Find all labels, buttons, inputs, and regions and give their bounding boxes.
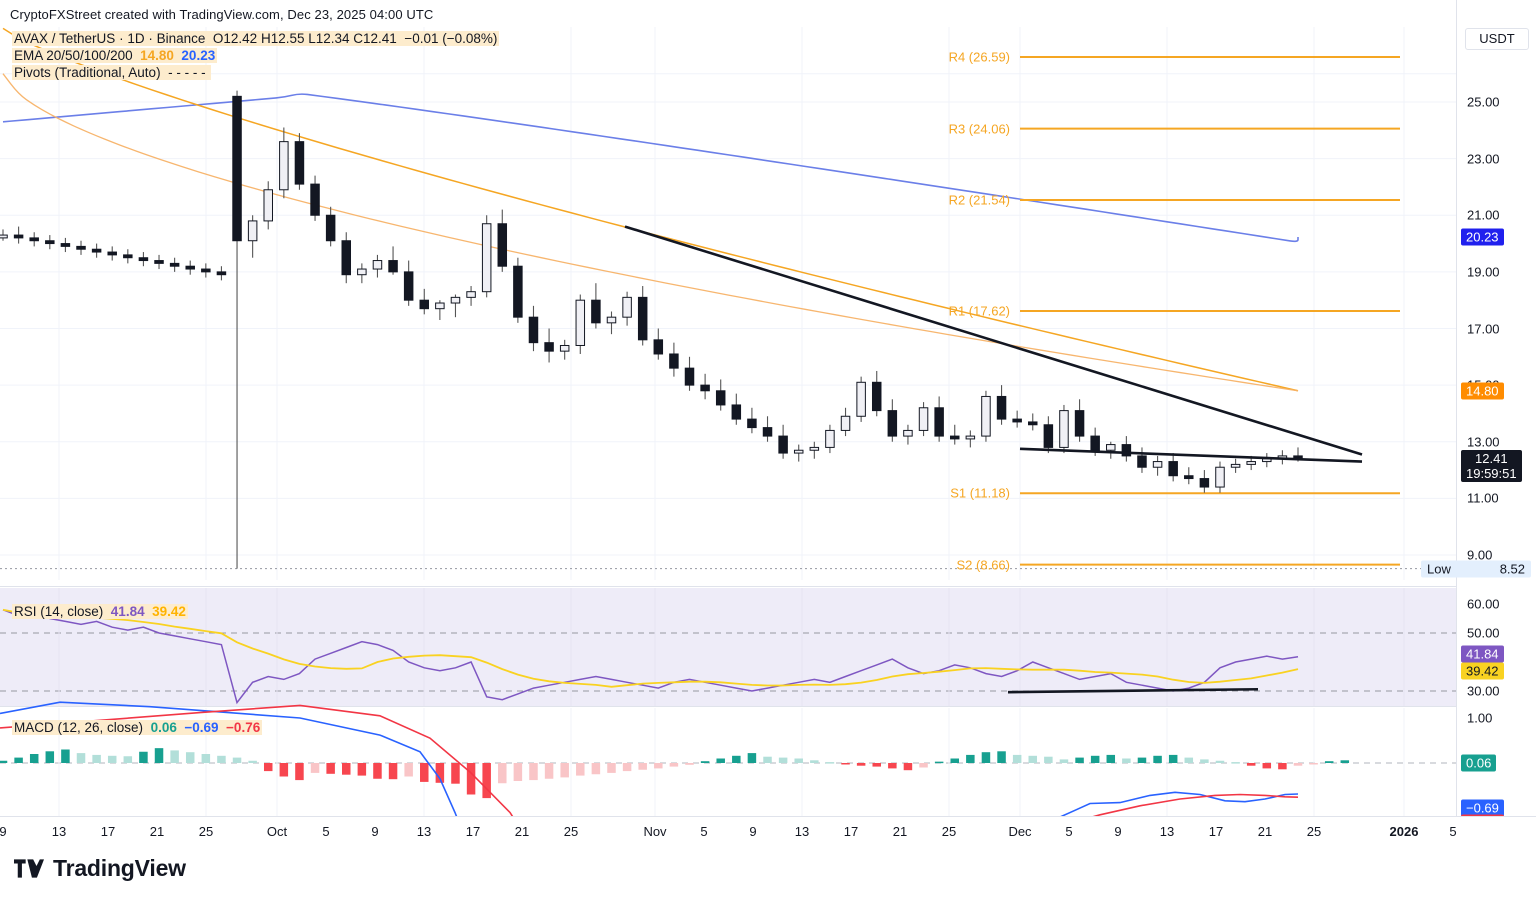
pivot-label-s2: S2 (8.66) xyxy=(956,557,1010,573)
macd-legend[interactable]: MACD (12, 26, close) 0.06 −0.69 −0.76 xyxy=(12,719,263,736)
pivots-dash-sample: - - - - - xyxy=(164,65,210,80)
macd-label[interactable]: MACD (12, 26, close) xyxy=(14,720,144,735)
ema-label[interactable]: EMA 20/50/100/200 xyxy=(14,48,133,63)
time-tick: 25 xyxy=(563,824,579,839)
time-tick: 17 xyxy=(1208,824,1224,839)
rsi-pane[interactable] xyxy=(0,588,1456,706)
rsi-legend[interactable]: RSI (14, close) 41.84 39.42 xyxy=(12,603,188,620)
last-price-value: 12.41 xyxy=(1475,451,1508,467)
price-change: −0.01 (−0.08%) xyxy=(404,31,498,46)
time-tick: 13 xyxy=(416,824,432,839)
time-tick: 5 xyxy=(700,824,708,839)
symbol-legend-row: AVAX / TetherUS · 1D · Binance O12.42 H1… xyxy=(12,30,500,47)
rsi-ma-value: 39.42 xyxy=(152,604,186,619)
price-tick-11-00: 11.00 xyxy=(1467,490,1499,506)
interval-label[interactable]: 1D xyxy=(127,31,145,46)
time-tick: 17 xyxy=(100,824,116,839)
pivots-legend-row: Pivots (Traditional, Auto) - - - - - xyxy=(12,64,499,81)
time-tick: 21 xyxy=(1257,824,1273,839)
exchange-label: Binance xyxy=(156,31,206,46)
price-chart-pane[interactable] xyxy=(0,27,1456,580)
time-tick: 9 xyxy=(0,824,7,839)
ema-value-fast: 14.80 xyxy=(140,48,174,63)
time-tick: Nov xyxy=(643,824,667,839)
time-tick: 21 xyxy=(892,824,908,839)
macd-line-badge[interactable]: −0.69 xyxy=(1461,799,1504,817)
time-axis[interactable]: 9 13 17 21 25 Oct 5 9 13 17 21 25 Nov 5 9 13 17 21 25 Dec 5 9… xyxy=(0,816,1536,846)
price-tick-9-00: 9.00 xyxy=(1467,547,1493,563)
tradingview-logo-icon xyxy=(14,859,44,878)
macd-hist-value: 0.06 xyxy=(150,720,177,735)
attribution-text: CryptoFXStreet created with TradingView.… xyxy=(10,7,434,22)
ohlc-values: O12.42 H12.55 L12.34 C12.41 xyxy=(212,31,397,46)
price-tick-17-00: 17.00 xyxy=(1467,321,1500,336)
rsi-tick-30-00: 30.00 xyxy=(1467,683,1500,699)
ema-slow-price-badge[interactable]: 20.23 xyxy=(1461,228,1504,246)
time-tick: 13 xyxy=(51,824,67,839)
legend-dot-1: · xyxy=(119,31,128,46)
price-tick-19-00: 19.00 xyxy=(1467,264,1500,280)
time-tick: 2026 xyxy=(1389,824,1419,839)
ema-value-slow: 20.23 xyxy=(181,48,216,63)
time-tick: 9 xyxy=(749,824,757,839)
price-tick-21-00: 21.00 xyxy=(1467,207,1500,223)
low-label: Low xyxy=(1427,561,1451,577)
rsi-ma-value-badge[interactable]: 39.42 xyxy=(1461,662,1504,680)
time-tick: 5 xyxy=(322,824,330,839)
price-tick-23-00: 23.00 xyxy=(1467,151,1500,167)
ema-fast-price-badge[interactable]: 14.80 xyxy=(1461,382,1504,400)
time-tick: 21 xyxy=(149,824,165,839)
time-tick: 9 xyxy=(371,824,379,839)
price-axis[interactable]: USDT 25.0023.0021.0019.0017.0015.0013.00… xyxy=(1421,0,1536,832)
pivot-label-s1: S1 (11.18) xyxy=(950,485,1010,501)
macd-hist-badge[interactable]: 0.06 xyxy=(1461,754,1497,772)
time-tick: 25 xyxy=(198,824,214,839)
price-legend[interactable]: AVAX / TetherUS · 1D · Binance O12.42 H1… xyxy=(12,30,500,81)
pivots-label[interactable]: Pivots (Traditional, Auto) xyxy=(14,65,161,80)
macd-signal-value: −0.76 xyxy=(226,720,261,735)
rsi-value: 41.84 xyxy=(110,604,145,619)
time-tick: 9 xyxy=(1114,824,1122,839)
pane-divider-1 xyxy=(0,586,1536,587)
time-tick: 5 xyxy=(1449,824,1457,839)
pivot-label-r3: R3 (24.06) xyxy=(948,121,1010,137)
pivot-label-r2: R2 (21.54) xyxy=(948,192,1010,208)
rsi-tick-50-00: 50.00 xyxy=(1467,625,1500,641)
low-price-marker[interactable]: Low 8.52 xyxy=(1421,560,1531,578)
tradingview-footer-logo: TradingView xyxy=(14,855,186,882)
pivot-label-r1: R1 (17.62) xyxy=(948,303,1010,319)
ema-legend-row: EMA 20/50/100/200 14.80 20.23 xyxy=(12,47,499,64)
macd-line-value: −0.69 xyxy=(184,720,219,735)
price-tick-13-00: 13.00 xyxy=(1467,434,1500,450)
pane-divider-2 xyxy=(0,706,1536,707)
time-tick: 25 xyxy=(1306,824,1322,839)
rsi-value-badge[interactable]: 41.84 xyxy=(1461,645,1504,663)
time-tick: 21 xyxy=(514,824,530,839)
time-tick: 25 xyxy=(941,824,957,839)
time-tick: Oct xyxy=(266,824,288,839)
last-price-badge[interactable]: 12.41 19:59:51 xyxy=(1461,450,1522,483)
time-tick: 13 xyxy=(1159,824,1175,839)
tradingview-wordmark: TradingView xyxy=(53,855,186,881)
macd-pane[interactable] xyxy=(0,701,1456,837)
low-value: 8.52 xyxy=(1499,561,1525,577)
time-tick: 5 xyxy=(1065,824,1073,839)
macd-legend-row: MACD (12, 26, close) 0.06 −0.69 −0.76 xyxy=(12,719,263,736)
currency-label: USDT xyxy=(1465,28,1529,50)
pivot-label-r4: R4 (26.59) xyxy=(948,49,1010,65)
macd-tick-1-00: 1.00 xyxy=(1467,710,1493,726)
countdown-timer: 19:59:51 xyxy=(1466,466,1517,482)
rsi-label[interactable]: RSI (14, close) xyxy=(14,604,104,619)
symbol-name[interactable]: AVAX / TetherUS xyxy=(14,31,116,46)
time-tick: 13 xyxy=(794,824,810,839)
time-tick: Dec xyxy=(1008,824,1032,839)
legend-dot-2: · xyxy=(148,31,157,46)
time-tick: 17 xyxy=(843,824,859,839)
rsi-tick-60-00: 60.00 xyxy=(1467,596,1500,612)
rsi-legend-row: RSI (14, close) 41.84 39.42 xyxy=(12,603,188,620)
price-tick-25-00: 25.00 xyxy=(1467,94,1500,110)
time-tick: 17 xyxy=(465,824,481,839)
